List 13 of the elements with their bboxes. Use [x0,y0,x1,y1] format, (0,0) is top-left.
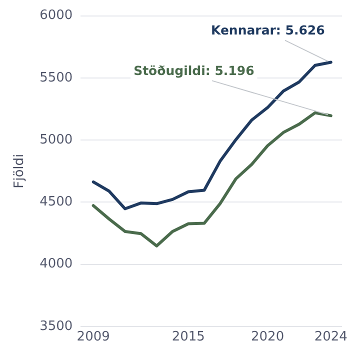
y-tick-label: 3500 [40,318,73,334]
y-tick-label: 5000 [40,132,73,148]
x-tick-label: 2020 [251,330,284,345]
y-tick-label: 6000 [40,8,73,24]
annotation: Kennarar: 5.626 [210,22,326,38]
y-tick-label: 5500 [40,70,73,86]
x-tick-label: 2009 [76,330,110,345]
y-tick-label: 4500 [40,194,73,210]
x-tick-label: 2015 [172,330,205,345]
annotation: Stöðugildi: 5.196 [134,62,255,78]
y-tick-label: 4000 [40,256,73,272]
y-axis-title: Fjöldi [12,154,28,188]
x-tick-label: 2024 [314,330,348,345]
